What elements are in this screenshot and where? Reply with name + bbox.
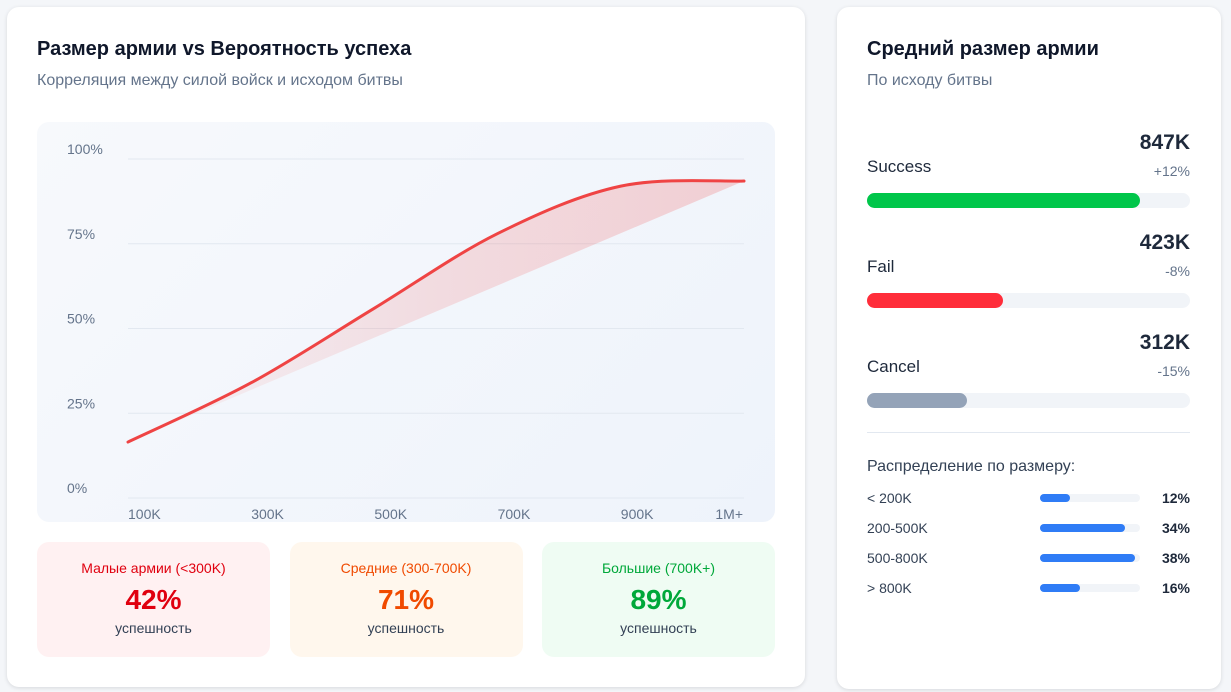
chart-area: 0% 25% 50% 75% 100% 100K 300K 500K 700K 900K 1M+ [37, 122, 775, 522]
range-label: 500-800K [867, 550, 928, 566]
outcome-value: 423K [1139, 231, 1190, 254]
card-subtitle: По исходу битвы [867, 72, 993, 89]
chart-area-fill [128, 180, 744, 443]
tile-value: 89% [630, 584, 687, 615]
range-percent: 34% [1161, 520, 1190, 536]
distribution-fill [1040, 524, 1125, 532]
range-percent: 16% [1161, 580, 1190, 596]
progress-fill [867, 393, 968, 408]
divider [867, 432, 1190, 433]
tile-caption: успешность [115, 620, 192, 636]
distribution-track [1040, 584, 1140, 592]
distribution-fill [1040, 584, 1080, 592]
outcome-label: Fail [867, 257, 895, 276]
y-tick-label: 75% [67, 226, 95, 242]
outcome-row: Fail 423K -8% [867, 231, 1190, 311]
line-chart: 0% 25% 50% 75% 100% 100K 300K 500K 700K 900K 1M+ [67, 141, 746, 522]
outcome-row: Success 847K +12% [867, 131, 1190, 211]
tile-caption: успешность [620, 620, 697, 636]
stat-tile: Большие (700K+) 89% успешность [542, 542, 775, 657]
stat-tile: Средние (300-700K) 71% успешность [289, 542, 523, 657]
outcome-row: Cancel 312K -15% [867, 331, 1190, 411]
distribution-row: 500-800K 38% [867, 548, 1190, 568]
stat-tile: Малые армии (<300K) 42% успешность [37, 542, 270, 657]
x-tick-label: 1M+ [715, 506, 743, 522]
outcome-change: -15% [1157, 363, 1190, 379]
y-tick-label: 50% [67, 311, 95, 327]
y-tick-label: 100% [67, 141, 103, 157]
outcome-change: -8% [1165, 263, 1190, 279]
range-percent: 38% [1161, 550, 1190, 566]
progress-fill [867, 193, 1140, 208]
series-line [126, 179, 746, 444]
distribution-fill [1040, 554, 1135, 562]
outcome-value: 312K [1139, 331, 1190, 354]
tile-title: Большие (700K+) [601, 560, 716, 576]
avg-size-card: Средний размер армии По исходу битвы Suc… [837, 7, 1221, 689]
range-label: > 800K [867, 580, 912, 596]
x-tick-label: 900K [621, 506, 654, 522]
progress-track [867, 193, 1190, 208]
distribution-track [1040, 554, 1140, 562]
distribution-track [1040, 494, 1140, 502]
progress-track [867, 393, 1190, 408]
distribution-track [1040, 524, 1140, 532]
card-title: Средний размер армии [867, 38, 1099, 60]
y-tick-label: 0% [67, 480, 87, 496]
distribution-row: < 200K 12% [867, 488, 1190, 508]
progress-fill [867, 293, 1003, 308]
y-tick-label: 25% [67, 395, 95, 411]
progress-track [867, 293, 1190, 308]
distribution-fill [1040, 494, 1070, 502]
x-tick-label: 500K [374, 506, 407, 522]
outcome-label: Success [867, 157, 932, 176]
tile-value: 71% [377, 584, 435, 615]
tile-title: Малые армии (<300K) [81, 560, 226, 576]
tile-value: 42% [125, 584, 182, 615]
outcome-label: Cancel [867, 357, 920, 376]
correlation-card: Размер армии vs Вероятность успеха Корре… [7, 7, 805, 687]
card-title: Размер армии vs Вероятность успеха [37, 38, 412, 60]
tile-caption: успешность [367, 620, 445, 636]
range-percent: 12% [1161, 490, 1190, 506]
distribution-row: 200-500K 34% [867, 518, 1190, 538]
distribution-row: > 800K 16% [867, 578, 1190, 598]
outcome-value: 847K [1139, 131, 1190, 154]
range-label: 200-500K [867, 520, 928, 536]
outcome-change: +12% [1153, 163, 1190, 179]
x-tick-label: 100K [128, 506, 161, 522]
distribution-title: Распределение по размеру: [867, 458, 1076, 475]
x-tick-label: 700K [498, 506, 531, 522]
tile-title: Средние (300-700K) [340, 560, 472, 576]
range-label: < 200K [867, 490, 912, 506]
card-subtitle: Корреляция между силой войск и исходом б… [37, 72, 403, 89]
x-tick-label: 300K [251, 506, 284, 522]
